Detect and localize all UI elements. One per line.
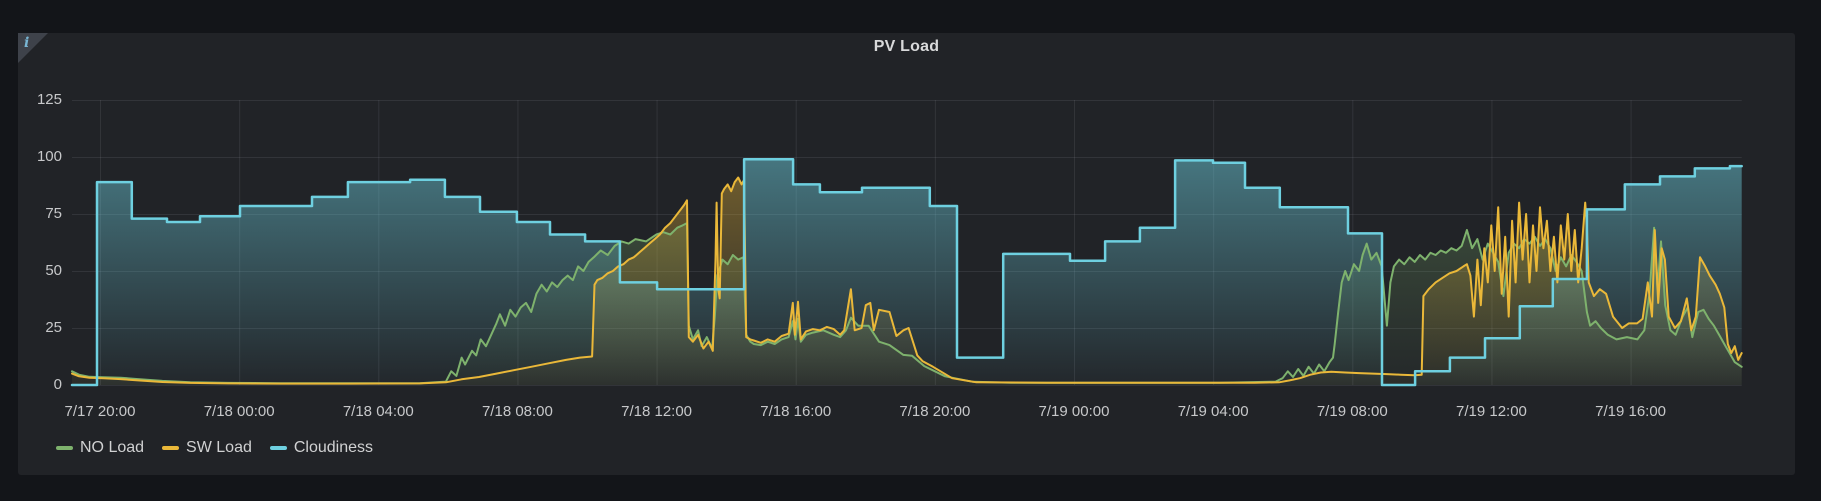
x-tick-label: 7/18 04:00 (342, 403, 414, 420)
x-tick-label: 7/18 16:00 (760, 403, 832, 420)
y-tick-label: 25 (45, 319, 62, 336)
legend-item-sw-load[interactable]: SW Load (162, 439, 252, 457)
panel-info-corner[interactable]: i (18, 33, 48, 63)
y-tick-label: 100 (36, 148, 62, 165)
legend-swatch-icon (162, 446, 180, 450)
y-tick-label: 50 (45, 262, 62, 279)
series-line-sw-load (71, 176, 1743, 385)
legend-item-cloudiness[interactable]: Cloudiness (269, 439, 374, 457)
x-tick-label: 7/19 12:00 (1455, 403, 1527, 420)
y-tick-label: 0 (53, 376, 62, 393)
x-tick-label: 7/17 20:00 (64, 403, 136, 420)
y-tick-label: 75 (45, 205, 62, 222)
x-tick-label: 7/19 08:00 (1316, 403, 1388, 420)
legend-item-no-load[interactable]: NO Load (56, 439, 144, 457)
x-tick-label: 7/19 04:00 (1177, 403, 1249, 420)
y-tick-label: 125 (36, 91, 62, 108)
x-tick-label: 7/18 20:00 (899, 403, 971, 420)
series-fill-cloudiness (72, 159, 1742, 385)
x-tick-label: 7/19 16:00 (1595, 403, 1667, 420)
x-tick-label: 7/19 00:00 (1038, 403, 1110, 420)
info-icon: i (24, 35, 30, 51)
legend-swatch-icon (56, 446, 73, 450)
series-line-cloudiness (70, 158, 1743, 387)
legend-label: Cloudiness (293, 439, 374, 456)
legend-swatch-icon (269, 446, 287, 450)
legend-label: NO Load (80, 439, 145, 456)
legend-label: SW Load (186, 439, 252, 456)
panel-title[interactable]: PV Load (873, 38, 940, 55)
x-tick-label: 7/18 12:00 (621, 403, 693, 420)
x-tick-label: 7/18 08:00 (481, 403, 553, 420)
legend: NO Load SW Load Cloudiness (56, 439, 373, 457)
x-tick-label: 7/18 00:00 (203, 403, 275, 420)
